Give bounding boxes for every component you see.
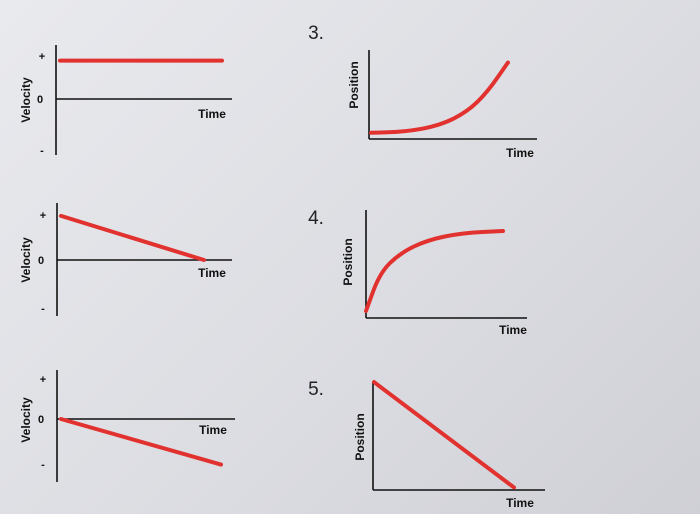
y-axis-label: Position <box>341 238 355 285</box>
tick-zero: 0 <box>38 255 44 267</box>
tick-plus: + <box>40 374 46 386</box>
tick-plus: + <box>39 51 45 63</box>
y-axis-label: Position <box>353 413 367 460</box>
x-axis-label: Time <box>506 146 534 160</box>
chart-panel-5: 4. Time Position <box>308 208 527 337</box>
tick-minus: - <box>41 459 45 471</box>
tick-minus: - <box>41 303 45 315</box>
y-axis-label: Position <box>347 61 361 108</box>
chart-panel-2: +0 - Time Velocity <box>19 203 232 316</box>
tick-zero: 0 <box>38 414 44 426</box>
x-axis-label: Time <box>198 266 226 280</box>
velocity-line <box>59 417 223 467</box>
chart-panel-3: +0 - Time Velocity <box>19 370 235 482</box>
x-axis-label: Time <box>499 323 527 337</box>
tick-zero: 0 <box>37 94 43 106</box>
graph-number: 5. <box>308 379 324 400</box>
graph-number: 3. <box>308 23 324 44</box>
y-axis-label: Velocity <box>19 77 33 123</box>
position-curve <box>364 229 505 313</box>
position-curve <box>369 60 510 135</box>
chart-panel-4: 3. Time Position <box>308 23 537 160</box>
x-axis-label: Time <box>199 423 227 437</box>
position-curve <box>372 380 516 490</box>
y-axis-label: Velocity <box>19 237 33 283</box>
x-axis-label: Time <box>506 496 534 510</box>
tick-minus: - <box>40 145 44 157</box>
tick-plus: + <box>40 210 46 222</box>
velocity-line <box>59 213 206 262</box>
graph-number: 4. <box>308 208 324 229</box>
x-axis-label: Time <box>198 107 226 121</box>
chart-panel-1: +0 - Time Velocity <box>19 45 232 157</box>
y-axis-label: Velocity <box>19 397 33 443</box>
chart-panel-6: 5. Time Position <box>308 379 545 510</box>
